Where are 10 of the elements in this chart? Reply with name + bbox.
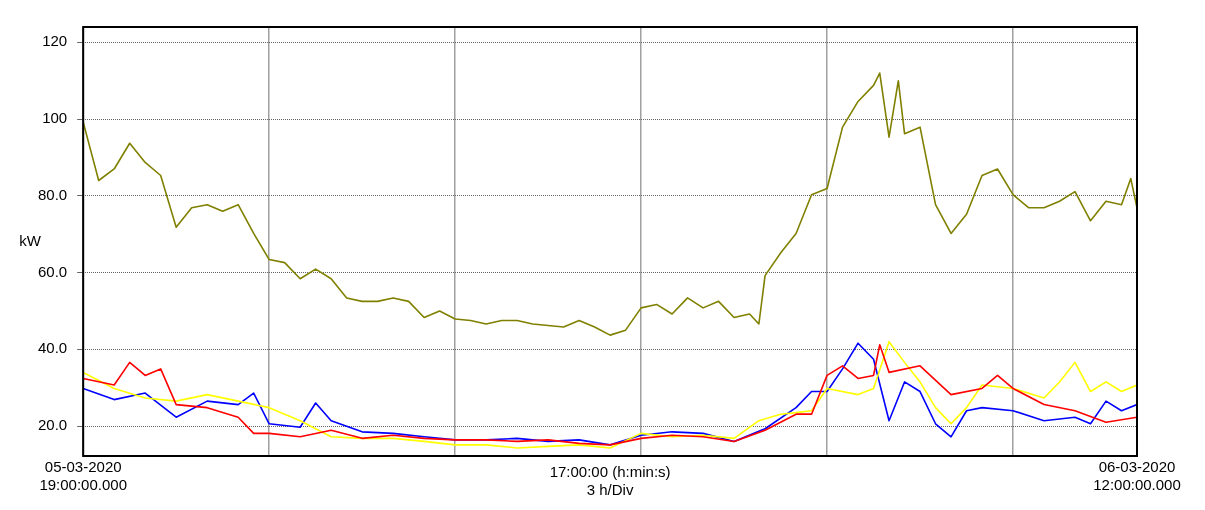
y-tick-label: 120 (42, 32, 68, 50)
x-tick-label: 06-03-2020 12:00:00.000 (1093, 458, 1181, 494)
y-tick-label: 60.0 (37, 262, 68, 280)
x-tick-label: 05-03-2020 19:00:00.000 (39, 458, 127, 494)
y-tick-label: 40.0 (37, 339, 68, 357)
y-tick-label: 20.0 (37, 416, 68, 434)
y-tick-label: 80.0 (37, 185, 68, 203)
x-axis-title: 17:00:00 (h:min:s) 3 h/Div (549, 463, 671, 499)
y-tick-label: 100 (42, 109, 68, 127)
y-axis-title: kW (19, 231, 42, 249)
